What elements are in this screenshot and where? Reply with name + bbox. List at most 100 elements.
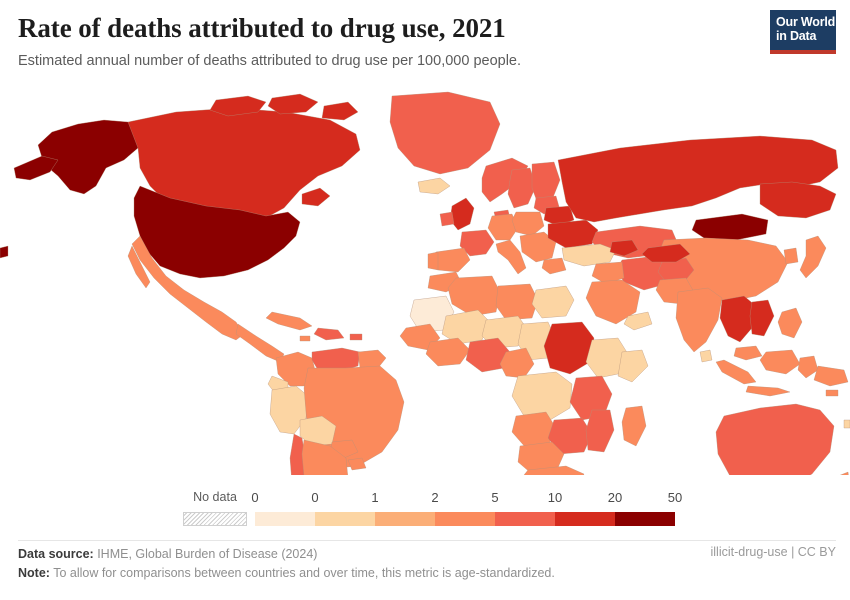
country-borneo[interactable] [759,349,801,375]
logo-line-1: Our World [776,15,836,29]
country-new-zealand-north[interactable] [838,471,850,475]
country-canada-arctic-1[interactable] [209,95,267,117]
country-egypt[interactable] [531,285,575,319]
footer-source-line: Data source: IHME, Global Burden of Dise… [18,545,836,564]
country-philippines[interactable] [777,307,803,339]
legend-bin-6[interactable] [555,512,615,526]
country-australia[interactable] [715,403,835,475]
country-sweden[interactable] [507,167,537,209]
legend-tick-4: 5 [491,490,499,505]
country-papua[interactable] [813,365,849,387]
country-sudan[interactable] [543,321,595,375]
country-balkans[interactable] [519,231,557,263]
no-data-swatch[interactable] [183,512,247,526]
logo-line-2: in Data [776,29,817,43]
country-italy[interactable] [495,239,527,275]
page-subtitle: Estimated annual number of deaths attrib… [18,53,522,69]
country-argentina[interactable] [301,439,348,475]
map-svg[interactable] [0,90,850,475]
country-russia[interactable] [557,135,839,223]
country-zambia-zimbabwe[interactable] [547,417,593,455]
country-united-kingdom[interactable] [449,197,475,231]
country-canada[interactable] [127,107,361,225]
country-jamaica[interactable] [299,335,311,342]
country-russia-east[interactable] [759,181,837,219]
country-guyanas[interactable] [357,349,387,369]
country-south-africa[interactable] [520,465,585,475]
country-norway[interactable] [481,157,529,203]
country-sulawesi[interactable] [797,355,819,379]
country-mexico[interactable] [131,235,245,341]
legend-bin-2[interactable] [315,512,375,526]
country-eritrea-ethiopia[interactable] [585,337,629,379]
country-alaska[interactable] [37,119,142,195]
legend-bin-1[interactable] [255,512,315,526]
country-mozambique[interactable] [585,409,615,453]
country-cote-divoire-ghana[interactable] [425,337,471,367]
country-baja[interactable] [127,245,151,289]
country-png-small[interactable] [825,389,839,397]
country-malaysia[interactable] [733,345,763,361]
legend-color-ramp[interactable] [255,512,675,526]
country-indonesia-java[interactable] [745,385,791,397]
country-mongolia[interactable] [691,213,769,241]
country-somalia[interactable] [617,349,649,383]
our-world-in-data-logo[interactable]: Our World in Data [770,10,836,54]
world-choropleth-map[interactable] [0,90,850,475]
chart-footer: Data source: IHME, Global Burden of Dise… [18,545,836,591]
country-greenland[interactable] [389,91,501,175]
country-mali[interactable] [441,309,491,345]
legend-bin-4[interactable] [435,512,495,526]
map-countries[interactable] [0,91,850,475]
footer-note-line: Note: To allow for comparisons between c… [18,564,836,583]
legend-ticks: 0 0 1 2 5 10 20 50 [251,488,682,510]
country-central-america[interactable] [235,323,285,363]
country-france[interactable] [459,229,495,257]
country-poland[interactable] [511,211,545,237]
country-madagascar[interactable] [621,405,647,447]
country-canada-arctic-2[interactable] [267,93,319,115]
legend-bin-5[interactable] [495,512,555,526]
footer-note-label: Note: [18,566,50,580]
country-cuba[interactable] [265,311,313,331]
country-india[interactable] [675,287,723,353]
country-greece[interactable] [541,257,567,275]
country-alaska-tail[interactable] [13,155,59,181]
country-iceland[interactable] [417,177,451,195]
chart-header: Rate of deaths attributed to drug use, 2… [18,12,832,82]
country-canada-newfoundland[interactable] [301,187,331,207]
country-caucasus[interactable] [609,239,639,257]
country-drc[interactable] [511,371,573,421]
legend-bin-7[interactable] [615,512,675,526]
country-central-asia[interactable] [641,243,691,263]
country-south-atlantic-islet[interactable] [0,245,9,259]
footer-source-label: Data source: [18,547,94,561]
country-turkey[interactable] [561,243,617,267]
country-algeria[interactable] [447,275,501,317]
page-title: Rate of deaths attributed to drug use, 2… [18,13,506,43]
country-saudi-arabia[interactable] [585,279,641,325]
legend-tick-7: 50 [667,490,683,505]
country-vietnam[interactable] [749,299,775,337]
country-yemen-oman[interactable] [623,311,653,331]
country-puerto-rico[interactable] [349,333,363,341]
country-ireland[interactable] [439,211,455,227]
no-data-label: No data [193,490,237,504]
country-uruguay[interactable] [347,457,367,471]
legend-tick-2: 1 [371,490,379,505]
logo-accent-bar [770,50,836,54]
footer-attribution[interactable]: illicit-drug-use | CC BY [710,545,836,559]
country-fiji[interactable] [843,419,850,429]
country-portugal[interactable] [427,251,439,271]
country-canada-arctic-3[interactable] [321,101,359,121]
country-hispaniola[interactable] [313,327,345,341]
legend-bin-3[interactable] [375,512,435,526]
legend-tick-5: 10 [547,490,563,505]
country-korea[interactable] [783,247,799,265]
country-indonesia-sumatra[interactable] [715,359,757,385]
country-sri-lanka[interactable] [699,349,713,363]
country-myanmar-thailand[interactable] [719,295,757,343]
country-japan[interactable] [799,235,827,279]
country-libya[interactable] [495,283,539,321]
